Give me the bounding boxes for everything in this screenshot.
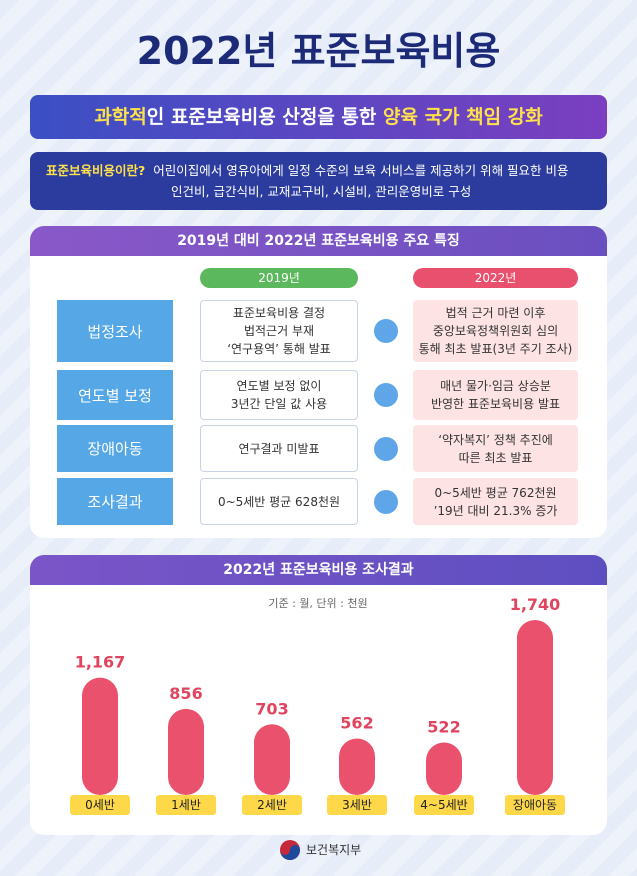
definition-text: 인건비, 급간식비, 교재교구비, 시설비, 관리운영비로 구성	[171, 184, 472, 199]
chart-panel	[30, 555, 607, 835]
title: 2022년 표준보육비용	[136, 29, 501, 73]
banner-highlight: 양육 국가 책임 강화	[383, 106, 543, 128]
definition: 표준보육비용이란? 어린이집에서 영유아에게 일정 수준의 보육 서비스를 제공하…	[30, 152, 607, 210]
cell-line: 법적 근거 마련 이후	[445, 306, 546, 320]
footer: 보건복지부	[306, 843, 361, 857]
category-box	[156, 795, 216, 815]
cell-line: ‘연구용역’ 통해 발표	[227, 342, 331, 356]
banner-text: 인 표준보육비용 산정을 통한	[146, 106, 383, 128]
category-label: 장애아동	[513, 798, 557, 812]
bar	[426, 742, 462, 795]
chart-title: 2022년 표준보육비용 조사결과	[30, 555, 607, 585]
row-label: 연도별 보정	[57, 370, 173, 420]
category-label: 1세반	[171, 798, 201, 812]
value-label: 1,740	[510, 595, 561, 614]
row-label: 법정조사	[57, 300, 173, 362]
bar	[254, 724, 290, 795]
cell-line: ‘약자복지’ 정책 추진에	[438, 432, 553, 447]
cell-line: 반영한 표준보육비용 발표	[430, 397, 561, 411]
value-label: 522	[427, 718, 460, 737]
banner-highlight: 과학적	[94, 106, 147, 128]
cell-line: 0~5세반 평균 628천원	[217, 494, 341, 509]
column-header: 2022년	[413, 268, 578, 288]
bar	[517, 620, 553, 795]
before-cell: 연구결과 미발표	[200, 425, 358, 472]
definition-line: 표준보육비용이란? 어린이집에서 영유아에게 일정 수준의 보육 서비스를 제공하…	[46, 160, 591, 181]
value-label: 703	[255, 699, 288, 718]
row-label: 장애아동	[57, 425, 173, 472]
category-label: 4~5세반	[420, 798, 467, 812]
row-label: 조사결과	[57, 478, 173, 525]
category-box	[327, 795, 387, 815]
value-label: 856	[169, 684, 202, 703]
category-label: 3세반	[342, 798, 372, 812]
category-label: 2세반	[257, 798, 287, 812]
category-box	[242, 795, 302, 815]
cell-line: 따른 최초 발표	[458, 450, 533, 465]
bar	[339, 738, 375, 795]
arrow	[374, 489, 398, 514]
cell-line: 표준보육비용 결정	[232, 306, 326, 320]
cell-line: 0~5세반 평균 762천원	[434, 485, 557, 500]
category-box	[505, 795, 565, 815]
cell-line: 연도별 보정 없이	[236, 379, 322, 393]
arrow	[374, 383, 398, 407]
chart-subtitle: 기준 : 월, 단위 : 천원	[268, 596, 367, 610]
comparison-title: 2019년 대비 2022년 표준보육비용 주요 특징	[30, 226, 607, 256]
value-label: 1,167	[75, 653, 126, 672]
category-box	[414, 795, 474, 815]
cell-line: 통해 최초 발표(3년 주기 조사)	[418, 342, 573, 356]
cell-line: 중앙보육정책위원회 심의	[432, 324, 559, 338]
arrow	[374, 319, 398, 343]
after-cell: 0~5세반 평균 762천원 ’19년 대비 21.3% 증가	[413, 478, 578, 525]
banner: 과학적인 표준보육비용 산정을 통한 양육 국가 책임 강화	[30, 95, 607, 139]
definition-text: 어린이집에서 영유아에게 일정 수준의 보육 서비스를 제공하기 위해 필요한 …	[153, 163, 569, 178]
cell-line: 연구결과 미발표	[238, 441, 320, 456]
bar	[82, 677, 118, 795]
before-cell: 연도별 보정 없이 3년간 단일 값 사용	[200, 370, 358, 420]
column-header: 2019년	[200, 268, 358, 288]
definition-label: 표준보육비용이란?	[46, 163, 146, 178]
cell-line: ’19년 대비 21.3% 증가	[433, 503, 558, 518]
cell-line: 매년 물가·임금 상승분	[440, 379, 551, 393]
cell-line: 3년간 단일 값 사용	[230, 397, 328, 411]
cell-line: 법적근거 부재	[243, 324, 315, 338]
category-label: 0세반	[85, 798, 115, 812]
category-box	[70, 795, 130, 815]
before-cell: 0~5세반 평균 628천원	[200, 478, 358, 525]
logo	[280, 845, 300, 860]
bar	[168, 708, 204, 795]
arrow	[374, 436, 398, 461]
value-label: 562	[340, 713, 373, 732]
